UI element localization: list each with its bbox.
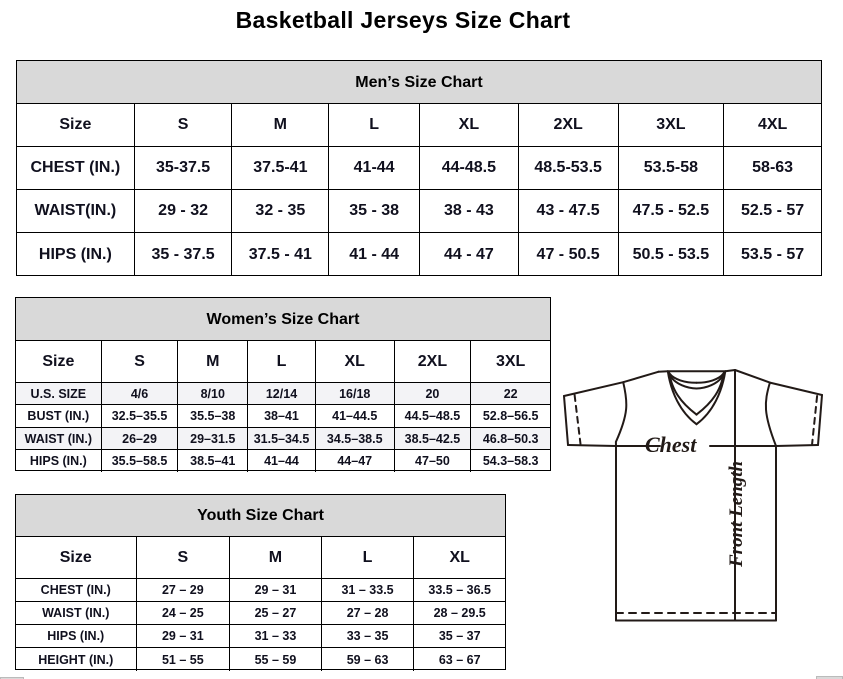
svg-text:Chest: Chest	[645, 432, 697, 457]
svg-text:Front Length: Front Length	[726, 461, 747, 568]
